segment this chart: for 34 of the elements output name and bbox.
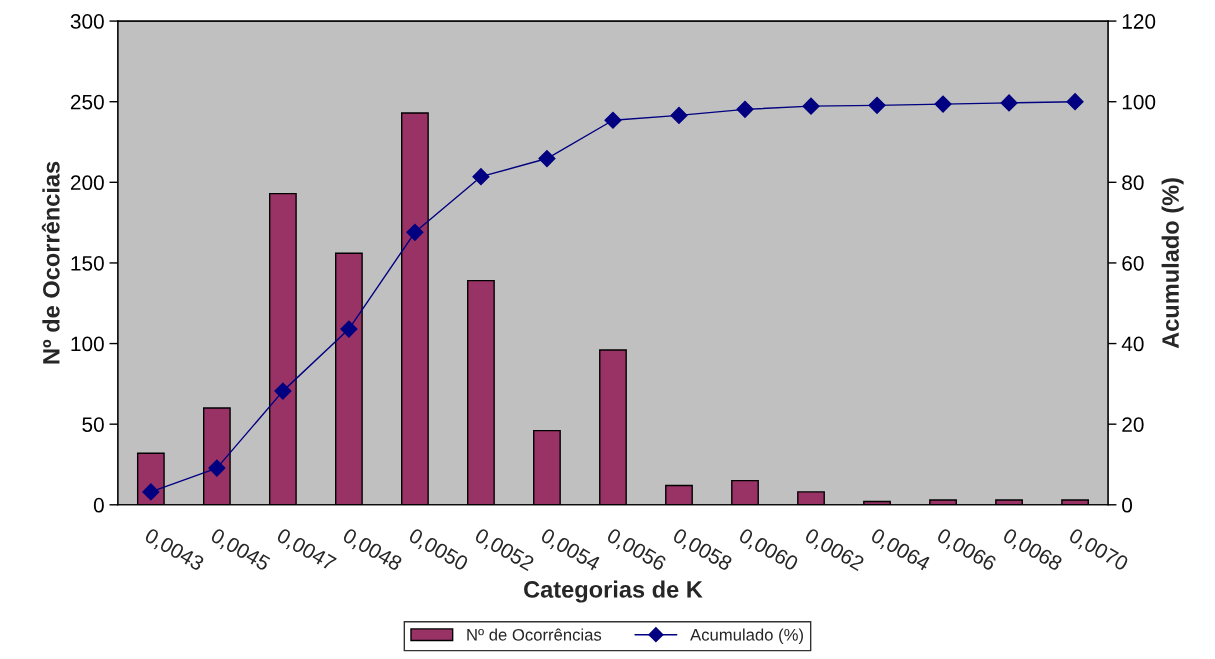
point [934,95,952,113]
y-tick-label: 50 [82,417,104,432]
y-tick-label: 0 [93,497,104,513]
y-tick-label: 150 [71,255,104,271]
y-tick-label: 100 [71,336,104,352]
y-axis-title: Nº de Ocorrências [41,161,60,364]
x-axis-title: Categorias de K [524,580,703,603]
point [472,168,490,186]
point [1066,93,1084,111]
point [670,106,688,124]
y2-tick-label: 40 [1121,336,1144,352]
point [406,223,424,241]
point [1000,94,1018,112]
y2-tick-label: 20 [1122,417,1144,432]
point [208,459,226,477]
y2-tick-label: 100 [1122,94,1156,110]
point [868,96,886,114]
point [802,97,820,115]
y-tick-label: 200 [70,175,104,191]
y2-tick-label: 120 [1122,14,1156,29]
point [736,100,754,118]
point [604,111,622,129]
point [538,149,556,168]
point [142,483,160,501]
legend-label: Acumulado (%) [690,628,803,644]
y-tick-label: 250 [70,94,104,110]
y2-axis-title: Acumulado (%) [1161,178,1184,349]
point [274,382,292,400]
y2-tick-label: 0 [1122,497,1133,513]
y2-tick-label: 60 [1122,255,1144,271]
y2-tick-label: 80 [1122,175,1144,191]
point [340,320,358,338]
y-tick-label: 300 [70,14,104,29]
legend-label: Nº de Ocorrências [467,628,602,641]
